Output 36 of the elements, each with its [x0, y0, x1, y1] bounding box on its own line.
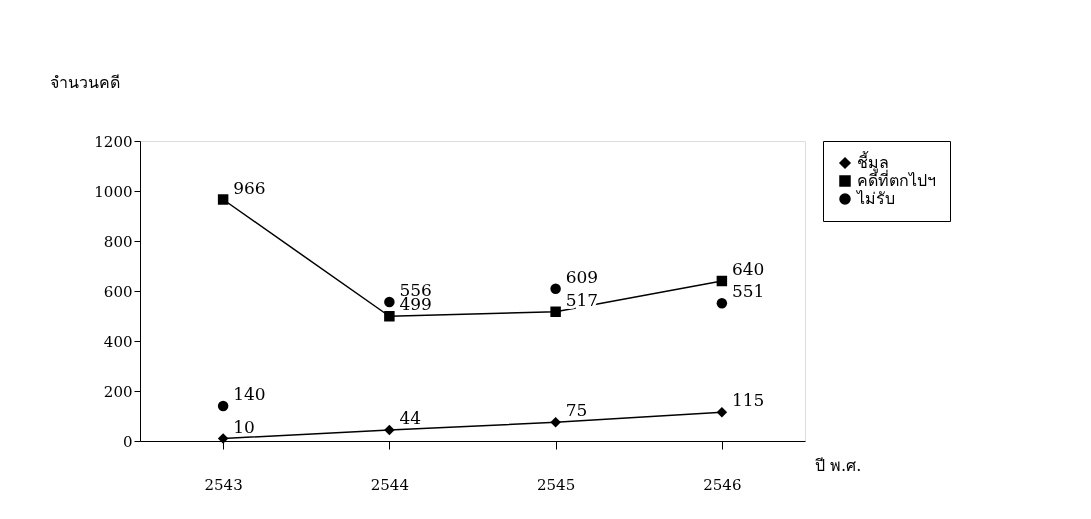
x-tick-label: 2546	[703, 475, 742, 494]
point	[217, 194, 229, 205]
x-axis-title: ปี พ.ศ.	[815, 456, 862, 475]
x-tick-label: 2544	[370, 475, 409, 494]
point	[384, 424, 395, 436]
data-label: 640	[731, 259, 765, 279]
point	[716, 298, 728, 309]
point	[550, 283, 561, 294]
point	[716, 275, 728, 287]
x-tick-label: 2545	[537, 475, 576, 494]
point	[384, 311, 395, 322]
point	[716, 407, 728, 418]
point	[384, 296, 395, 308]
y-tick-label: 0	[122, 432, 133, 451]
x-tick-label: 2543	[204, 475, 243, 494]
y-tick-label: 200	[103, 382, 133, 401]
data-label: 966	[233, 177, 266, 198]
legend-label: ไม่รับ	[855, 189, 895, 208]
y-tick-label: 400	[103, 332, 133, 351]
data-label: 609	[565, 266, 599, 287]
data-label: 140	[233, 384, 266, 404]
data-label: 115	[731, 390, 765, 411]
point	[217, 433, 229, 444]
y-tick-label: 800	[103, 232, 133, 251]
y-axis-title: จำนวนคดี	[50, 73, 120, 92]
data-label: 44	[399, 408, 422, 428]
data-label: 10	[233, 416, 255, 437]
y-tick-label: 600	[103, 282, 133, 301]
point	[217, 400, 229, 412]
point	[550, 306, 561, 317]
y-tick-label: 1000	[94, 182, 133, 201]
data-label: 551	[731, 281, 765, 302]
data-label: 75	[565, 400, 588, 421]
y-tick-label: 1200	[94, 132, 133, 151]
point	[550, 417, 561, 428]
data-label: 517	[565, 289, 599, 310]
